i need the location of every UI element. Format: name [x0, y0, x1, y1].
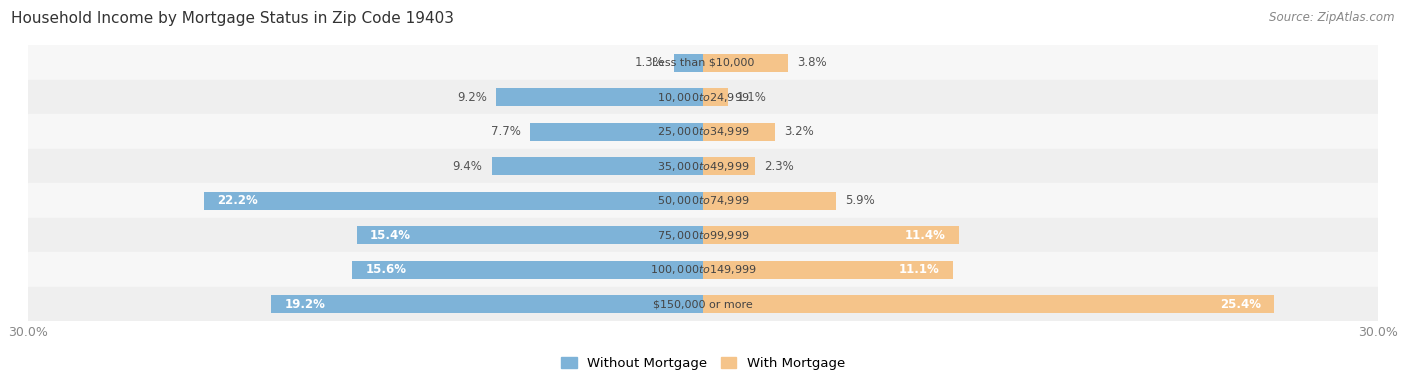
Text: 15.6%: 15.6% — [366, 263, 406, 276]
Bar — [703, 54, 789, 71]
Text: 7.7%: 7.7% — [491, 125, 520, 138]
Text: $35,000 to $49,999: $35,000 to $49,999 — [657, 160, 749, 173]
Text: 9.2%: 9.2% — [457, 91, 486, 104]
Text: 19.2%: 19.2% — [284, 297, 325, 311]
Bar — [357, 226, 703, 244]
Bar — [28, 253, 1378, 287]
Bar — [28, 80, 1378, 114]
Bar — [271, 295, 703, 313]
Bar — [703, 157, 755, 175]
Bar — [28, 45, 1378, 80]
Text: $25,000 to $34,999: $25,000 to $34,999 — [657, 125, 749, 138]
Text: $100,000 to $149,999: $100,000 to $149,999 — [650, 263, 756, 276]
Bar — [352, 260, 703, 279]
Text: $50,000 to $74,999: $50,000 to $74,999 — [657, 194, 749, 207]
Bar — [703, 192, 835, 209]
Text: 2.3%: 2.3% — [763, 160, 793, 173]
Text: 11.4%: 11.4% — [905, 229, 946, 242]
Bar — [703, 122, 775, 141]
Text: Source: ZipAtlas.com: Source: ZipAtlas.com — [1270, 11, 1395, 24]
Text: 1.3%: 1.3% — [636, 56, 665, 69]
Bar — [28, 287, 1378, 321]
Bar — [703, 226, 959, 244]
Text: 3.2%: 3.2% — [785, 125, 814, 138]
Text: $150,000 or more: $150,000 or more — [654, 299, 752, 309]
Bar — [530, 122, 703, 141]
Bar — [703, 295, 1274, 313]
Text: 25.4%: 25.4% — [1220, 297, 1261, 311]
Bar — [703, 260, 953, 279]
Legend: Without Mortgage, With Mortgage: Without Mortgage, With Mortgage — [555, 352, 851, 375]
Bar — [703, 88, 728, 106]
Bar — [673, 54, 703, 71]
Text: 11.1%: 11.1% — [898, 263, 939, 276]
Bar — [28, 218, 1378, 253]
Text: $10,000 to $24,999: $10,000 to $24,999 — [657, 91, 749, 104]
Text: 3.8%: 3.8% — [797, 56, 827, 69]
Bar — [28, 114, 1378, 149]
Text: 22.2%: 22.2% — [217, 194, 257, 207]
Text: 15.4%: 15.4% — [370, 229, 411, 242]
Text: 5.9%: 5.9% — [845, 194, 875, 207]
Bar — [28, 149, 1378, 183]
Text: 9.4%: 9.4% — [453, 160, 482, 173]
Text: $75,000 to $99,999: $75,000 to $99,999 — [657, 229, 749, 242]
Bar — [204, 192, 703, 209]
Text: Household Income by Mortgage Status in Zip Code 19403: Household Income by Mortgage Status in Z… — [11, 11, 454, 26]
Text: Less than $10,000: Less than $10,000 — [652, 57, 754, 68]
Bar — [28, 183, 1378, 218]
Text: 1.1%: 1.1% — [737, 91, 766, 104]
Bar — [496, 88, 703, 106]
Bar — [492, 157, 703, 175]
